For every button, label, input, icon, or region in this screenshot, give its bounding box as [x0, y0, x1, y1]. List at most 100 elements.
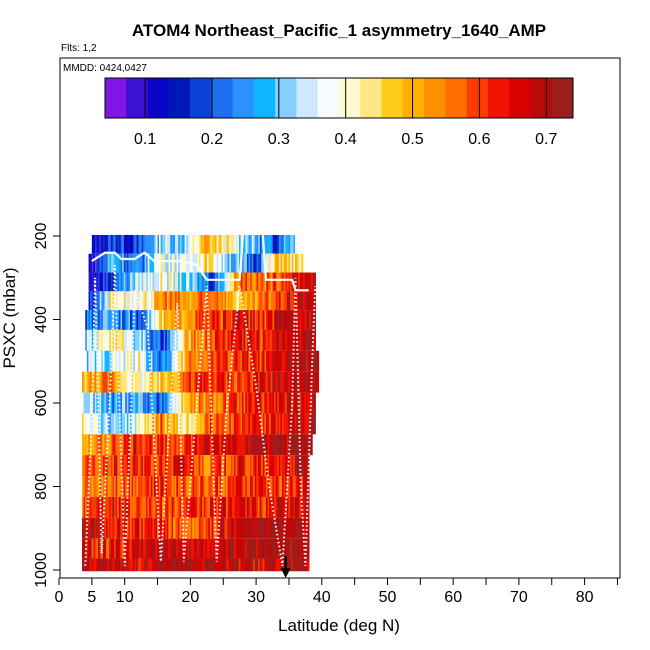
heatmap-cell: [277, 517, 280, 539]
heatmap-cell: [123, 538, 126, 559]
heatmap-cell: [259, 434, 262, 456]
heatmap-cell: [178, 392, 180, 414]
heatmap-cell: [230, 329, 233, 351]
heatmap-cell: [258, 371, 260, 393]
heatmap-cell: [165, 371, 168, 393]
x-axis-label: Latitude (deg N): [278, 616, 400, 635]
heatmap-cell: [147, 350, 150, 372]
heatmap-cell: [314, 310, 316, 330]
heatmap-cell: [293, 455, 296, 477]
heatmap-cell: [160, 392, 163, 414]
heatmap-cell: [192, 272, 195, 292]
heatmap-cell: [213, 291, 216, 311]
heatmap-cell: [230, 455, 233, 477]
heatmap-cell: [104, 310, 107, 330]
heatmap-cell: [304, 392, 307, 414]
heatmap-cell: [154, 310, 156, 330]
heatmap-cell: [106, 310, 108, 330]
heatmap-cell: [298, 558, 300, 572]
heatmap-cell: [152, 496, 155, 518]
heatmap-cell: [304, 329, 307, 351]
heatmap-cell: [110, 272, 113, 292]
heatmap-cell: [184, 413, 187, 435]
heatmap-cell: [179, 329, 182, 351]
heatmap-cell: [149, 538, 152, 559]
heatmap-cell: [218, 413, 220, 435]
heatmap-cell: [182, 434, 185, 456]
heatmap-cell: [224, 350, 227, 372]
heatmap-cell: [288, 253, 291, 273]
heatmap-cell: [126, 392, 129, 414]
heatmap-cell: [154, 371, 156, 393]
heatmap-cell: [133, 496, 136, 518]
heatmap-cell: [280, 538, 283, 559]
heatmap-cell: [134, 310, 137, 330]
heatmap-cell: [266, 329, 268, 351]
heatmap-cell: [93, 329, 96, 351]
heatmap-cell: [194, 253, 197, 273]
heatmap-cell: [158, 455, 161, 477]
heatmap-cell: [118, 496, 121, 518]
heatmap-cell: [134, 476, 137, 497]
heatmap-cell: [261, 392, 264, 414]
heatmap-cell: [235, 434, 238, 456]
heatmap-cell: [166, 371, 169, 393]
heatmap-cell: [198, 455, 201, 477]
heatmap-cell: [112, 329, 115, 351]
heatmap-cell: [149, 234, 152, 254]
heatmap-cell: [208, 455, 211, 477]
heatmap-cell: [290, 496, 292, 518]
heatmap-cell: [216, 310, 219, 330]
heatmap-cell: [165, 253, 168, 273]
heatmap-cell: [294, 392, 297, 414]
heatmap-cell: [158, 476, 161, 497]
heatmap-cell: [146, 310, 148, 330]
heatmap-cell: [210, 517, 212, 539]
heatmap-cell: [144, 253, 147, 273]
heatmap-cell: [230, 253, 233, 273]
heatmap-cell: [149, 517, 152, 539]
heatmap-cell: [274, 350, 276, 372]
heatmap-cell: [122, 392, 124, 414]
heatmap-cell: [302, 329, 305, 351]
heatmap-cell: [142, 434, 145, 456]
heatmap-cell: [226, 310, 228, 330]
heatmap-cell: [304, 413, 307, 435]
heatmap-cell: [174, 350, 177, 372]
heatmap-cell: [109, 476, 112, 497]
heatmap-cell: [155, 476, 158, 497]
heatmap-cell: [189, 517, 192, 539]
heatmap-cell: [133, 291, 136, 311]
heatmap-cell: [242, 291, 245, 311]
heatmap-cell: [186, 476, 188, 497]
heatmap-cell: [267, 434, 270, 456]
heatmap-cell: [285, 234, 288, 254]
heatmap-cell: [83, 413, 86, 435]
heatmap-cell: [125, 234, 128, 254]
heatmap-cell: [125, 496, 128, 518]
heatmap-cell: [168, 496, 171, 518]
heatmap-cell: [194, 350, 196, 372]
heatmap-cell: [173, 413, 176, 435]
heatmap-cell: [150, 291, 153, 311]
heatmap-cell: [176, 234, 179, 254]
heatmap-cell: [176, 272, 179, 292]
heatmap-cell: [208, 253, 211, 273]
heatmap-cell: [186, 413, 188, 435]
heatmap-cell: [229, 538, 232, 559]
heatmap-cell: [109, 413, 112, 435]
heatmap-cell: [312, 291, 315, 311]
heatmap-cell: [162, 476, 164, 497]
heatmap-cell: [246, 272, 249, 292]
heatmap-cell: [102, 496, 105, 518]
heatmap-cell: [206, 329, 209, 351]
heatmap-cell: [186, 371, 188, 393]
heatmap-cell: [122, 371, 124, 393]
heatmap-cell: [109, 538, 112, 559]
heatmap-cell: [275, 496, 278, 518]
heatmap-cell: [216, 272, 219, 292]
heatmap-cell: [83, 371, 86, 393]
heatmap-cell: [291, 413, 294, 435]
heatmap-cell: [277, 371, 280, 393]
heatmap-cell: [106, 413, 108, 435]
